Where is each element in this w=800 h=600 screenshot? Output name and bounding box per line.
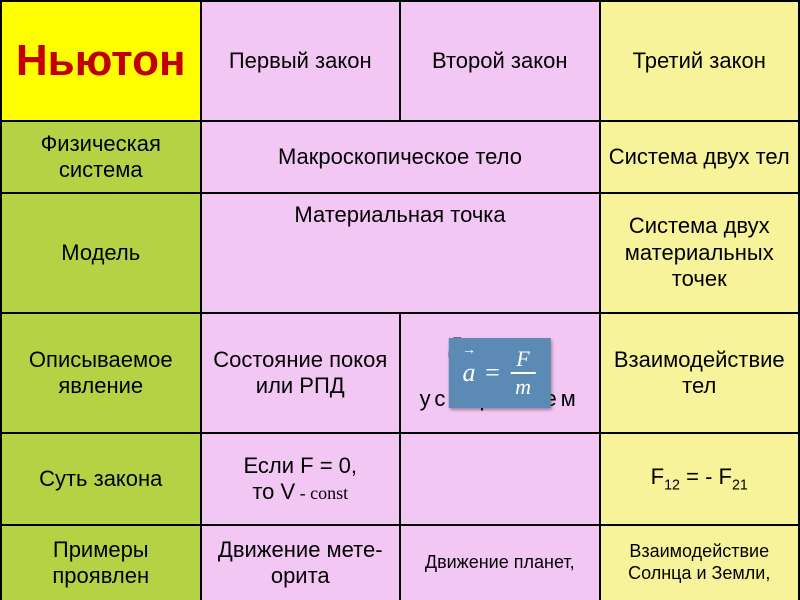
phenomenon-col4: Взаимодействие тел <box>600 313 800 433</box>
formula-box: → a = F m <box>449 338 551 408</box>
essence-col2-line1: Если F = 0, <box>243 453 357 478</box>
examples-col4-text: Взаимодействие Солнца и Земли, <box>628 541 770 583</box>
phenomenon-col4-text: Взаимодействие тел <box>614 347 785 398</box>
essence-col4: F12 = - F21 <box>600 433 800 525</box>
phenomenon-col2-text: Состояние покоя или РПД <box>213 347 387 398</box>
formula-a: → a <box>463 357 476 388</box>
row-label-cell: Примеры проявлен <box>1 525 201 600</box>
formula-F: F <box>510 348 535 374</box>
phenomenon-col2: Состояние покоя или РПД <box>201 313 401 433</box>
phys-system-col4: Система двух тел <box>600 121 800 193</box>
vector-arrow-icon: → <box>462 343 476 360</box>
header-col-2: Второй закон <box>400 1 600 121</box>
examples-col2: Движение мете-орита <box>201 525 401 600</box>
model-col4-text: Система двух материальных точек <box>625 213 774 291</box>
row-label: Суть закона <box>39 466 162 491</box>
row-essence: Суть закона Если F = 0, то V - const F12… <box>1 433 799 525</box>
table-header-row: Ньютон Первый закон Второй закон Третий … <box>1 1 799 121</box>
row-label: Модель <box>61 240 140 265</box>
formula-eq: = <box>484 357 502 388</box>
row-label-cell: Суть закона <box>1 433 201 525</box>
row-label: Примеры проявлен <box>52 537 149 588</box>
header-col-2-label: Второй закон <box>432 48 567 73</box>
row-phenomenon: Описываемое явление Состояние покоя или … <box>1 313 799 433</box>
phys-system-merged: Макроскопическое тело <box>201 121 600 193</box>
model-merged-text: Материальная точка <box>294 202 505 227</box>
header-col-1-label: Первый закон <box>229 48 372 73</box>
essence-col2-line2b: - const <box>295 483 348 503</box>
row-label: Описываемое явление <box>29 347 173 398</box>
row-physical-system: Физическая система Макроскопическое тело… <box>1 121 799 193</box>
phys-system-merged-text: Макроскопическое тело <box>278 144 522 169</box>
essence-f1: F <box>651 464 664 489</box>
model-col4: Система двух материальных точек <box>600 193 800 313</box>
examples-col4: Взаимодействие Солнца и Земли, <box>600 525 800 600</box>
phys-system-col4-text: Система двух тел <box>609 144 790 169</box>
row-model: Модель Материальная точка Система двух м… <box>1 193 799 313</box>
row-label-cell: Физическая система <box>1 121 201 193</box>
header-title: Ньютон <box>16 36 186 85</box>
essence-col3 <box>400 433 600 525</box>
header-col-3: Третий закон <box>600 1 800 121</box>
row-label-cell: Модель <box>1 193 201 313</box>
phenomenon-col3: Движение ускорением → a = F m <box>400 313 600 433</box>
examples-col2-text: Движение мете-орита <box>218 537 383 588</box>
formula-fraction: F m <box>509 348 537 398</box>
newton-laws-table: Ньютон Первый закон Второй закон Третий … <box>0 0 800 600</box>
examples-col3-text: Движение планет, <box>425 552 575 572</box>
formula-m: m <box>509 374 537 398</box>
essence-mid: = - F <box>680 464 732 489</box>
formula-a-sym: a <box>463 358 476 387</box>
header-col-3-label: Третий закон <box>633 48 766 73</box>
table: Ньютон Первый закон Второй закон Третий … <box>0 0 800 600</box>
examples-col3: Движение планет, <box>400 525 600 600</box>
header-title-cell: Ньютон <box>1 1 201 121</box>
row-label: Физическая система <box>41 131 161 182</box>
model-merged: Материальная точка <box>201 193 600 313</box>
row-label-cell: Описываемое явление <box>1 313 201 433</box>
essence-sub1: 12 <box>664 477 680 493</box>
essence-col2: Если F = 0, то V - const <box>201 433 401 525</box>
essence-sub2: 21 <box>732 477 748 493</box>
header-col-1: Первый закон <box>201 1 401 121</box>
essence-col2-line2a: то V <box>252 479 295 504</box>
row-examples: Примеры проявлен Движение мете-орита Дви… <box>1 525 799 600</box>
